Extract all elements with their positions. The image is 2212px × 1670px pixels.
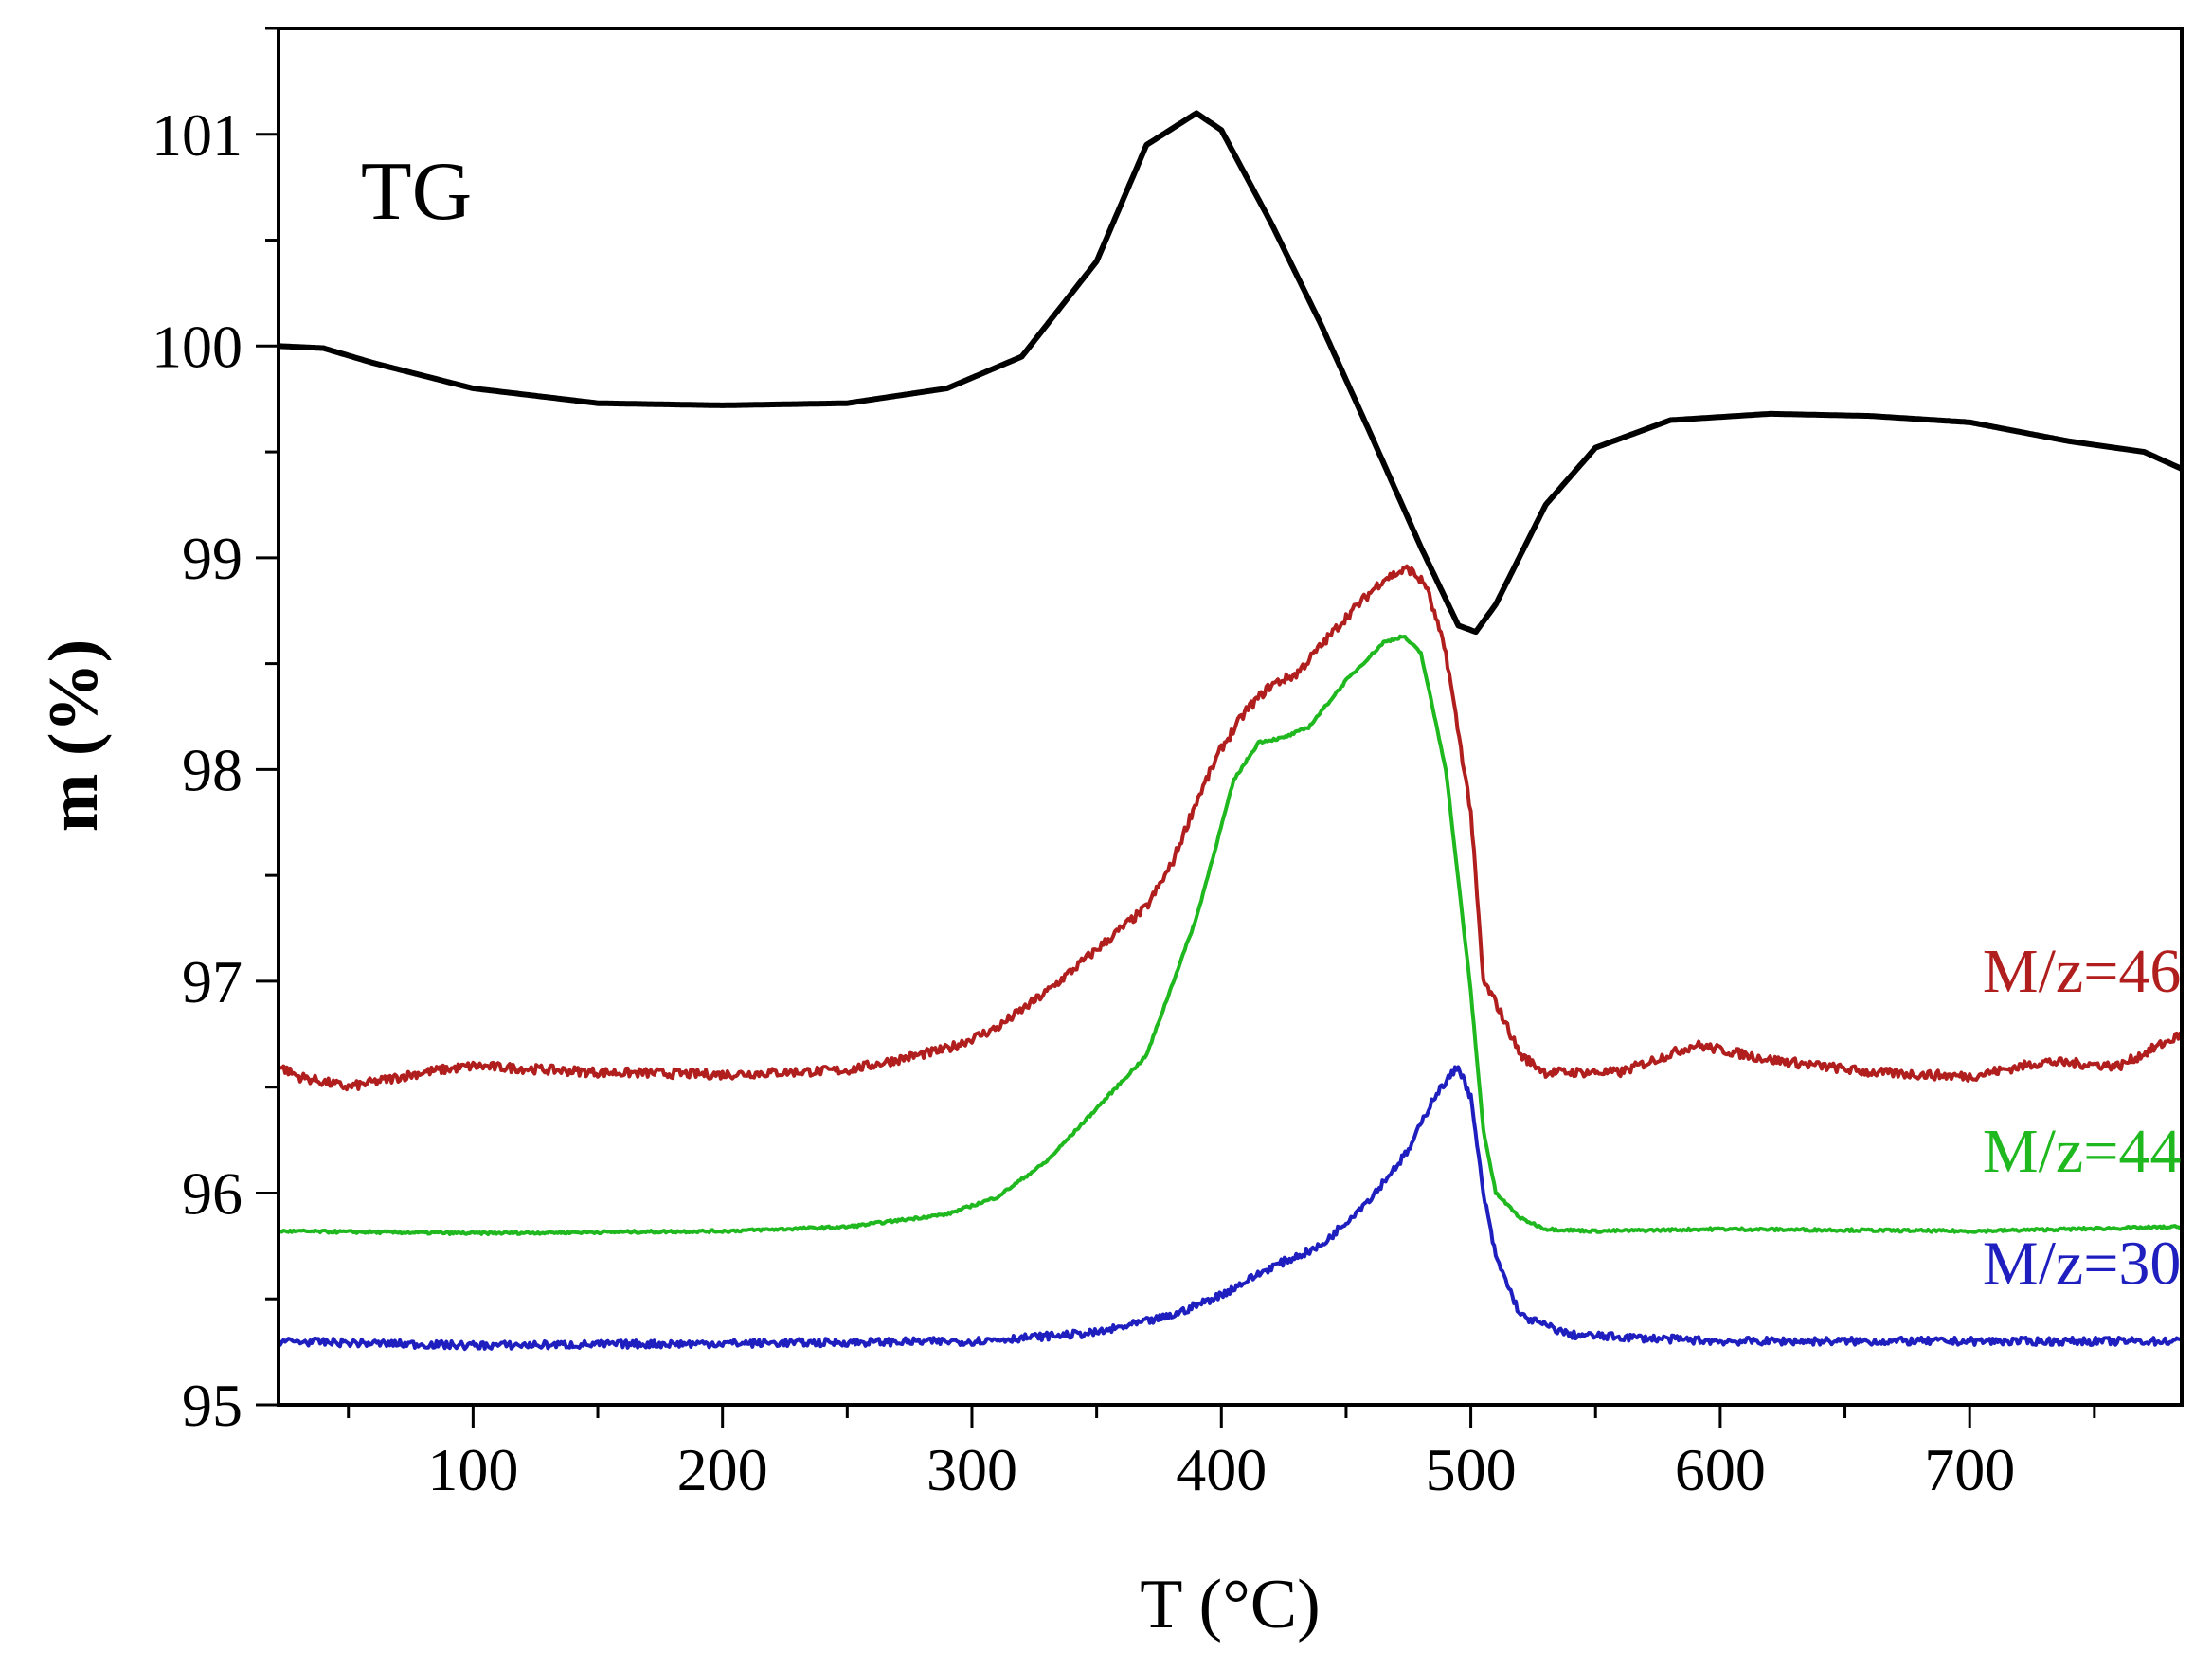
y-tick-label: 99 (182, 525, 243, 592)
y-axis-title: m (%) (35, 639, 113, 832)
series-line-m-z-46 (277, 564, 2183, 1092)
series-line-tg (277, 110, 2184, 636)
mz44-curve-label: M/z=44 (1983, 1117, 2182, 1186)
x-axis-title: T (°C) (1140, 1566, 1321, 1643)
plot-frame (277, 27, 2184, 1407)
y-tick-label: 100 (152, 313, 243, 380)
x-tick-label: 600 (1675, 1436, 1766, 1503)
x-tick-label: 700 (1924, 1436, 2015, 1503)
tick-marks-group (256, 27, 2096, 1428)
y-tick-label: 97 (182, 948, 243, 1015)
y-tick-label: 98 (182, 736, 243, 803)
x-tick-label: 400 (1176, 1436, 1267, 1503)
x-tick-label: 300 (926, 1436, 1017, 1503)
mz30-curve-label: M/z=30 (1983, 1230, 2182, 1299)
tg-curve-label: TG (361, 146, 472, 238)
y-tick-label: 101 (152, 101, 243, 169)
series-group (277, 110, 2184, 1352)
mz46-curve-label: M/z=46 (1983, 937, 2182, 1006)
series-line-m-z-30 (277, 1065, 2184, 1352)
series-line-m-z-44 (278, 634, 2184, 1237)
x-tick-label: 500 (1426, 1436, 1517, 1503)
y-tick-label: 96 (182, 1159, 243, 1227)
tick-labels-group: 100 200 300 400 500 600 700 95 96 97 98 99 100 101 (152, 101, 2015, 1503)
x-tick-label: 200 (677, 1436, 768, 1503)
x-tick-label: 100 (427, 1436, 518, 1503)
y-tick-label: 95 (182, 1372, 243, 1439)
